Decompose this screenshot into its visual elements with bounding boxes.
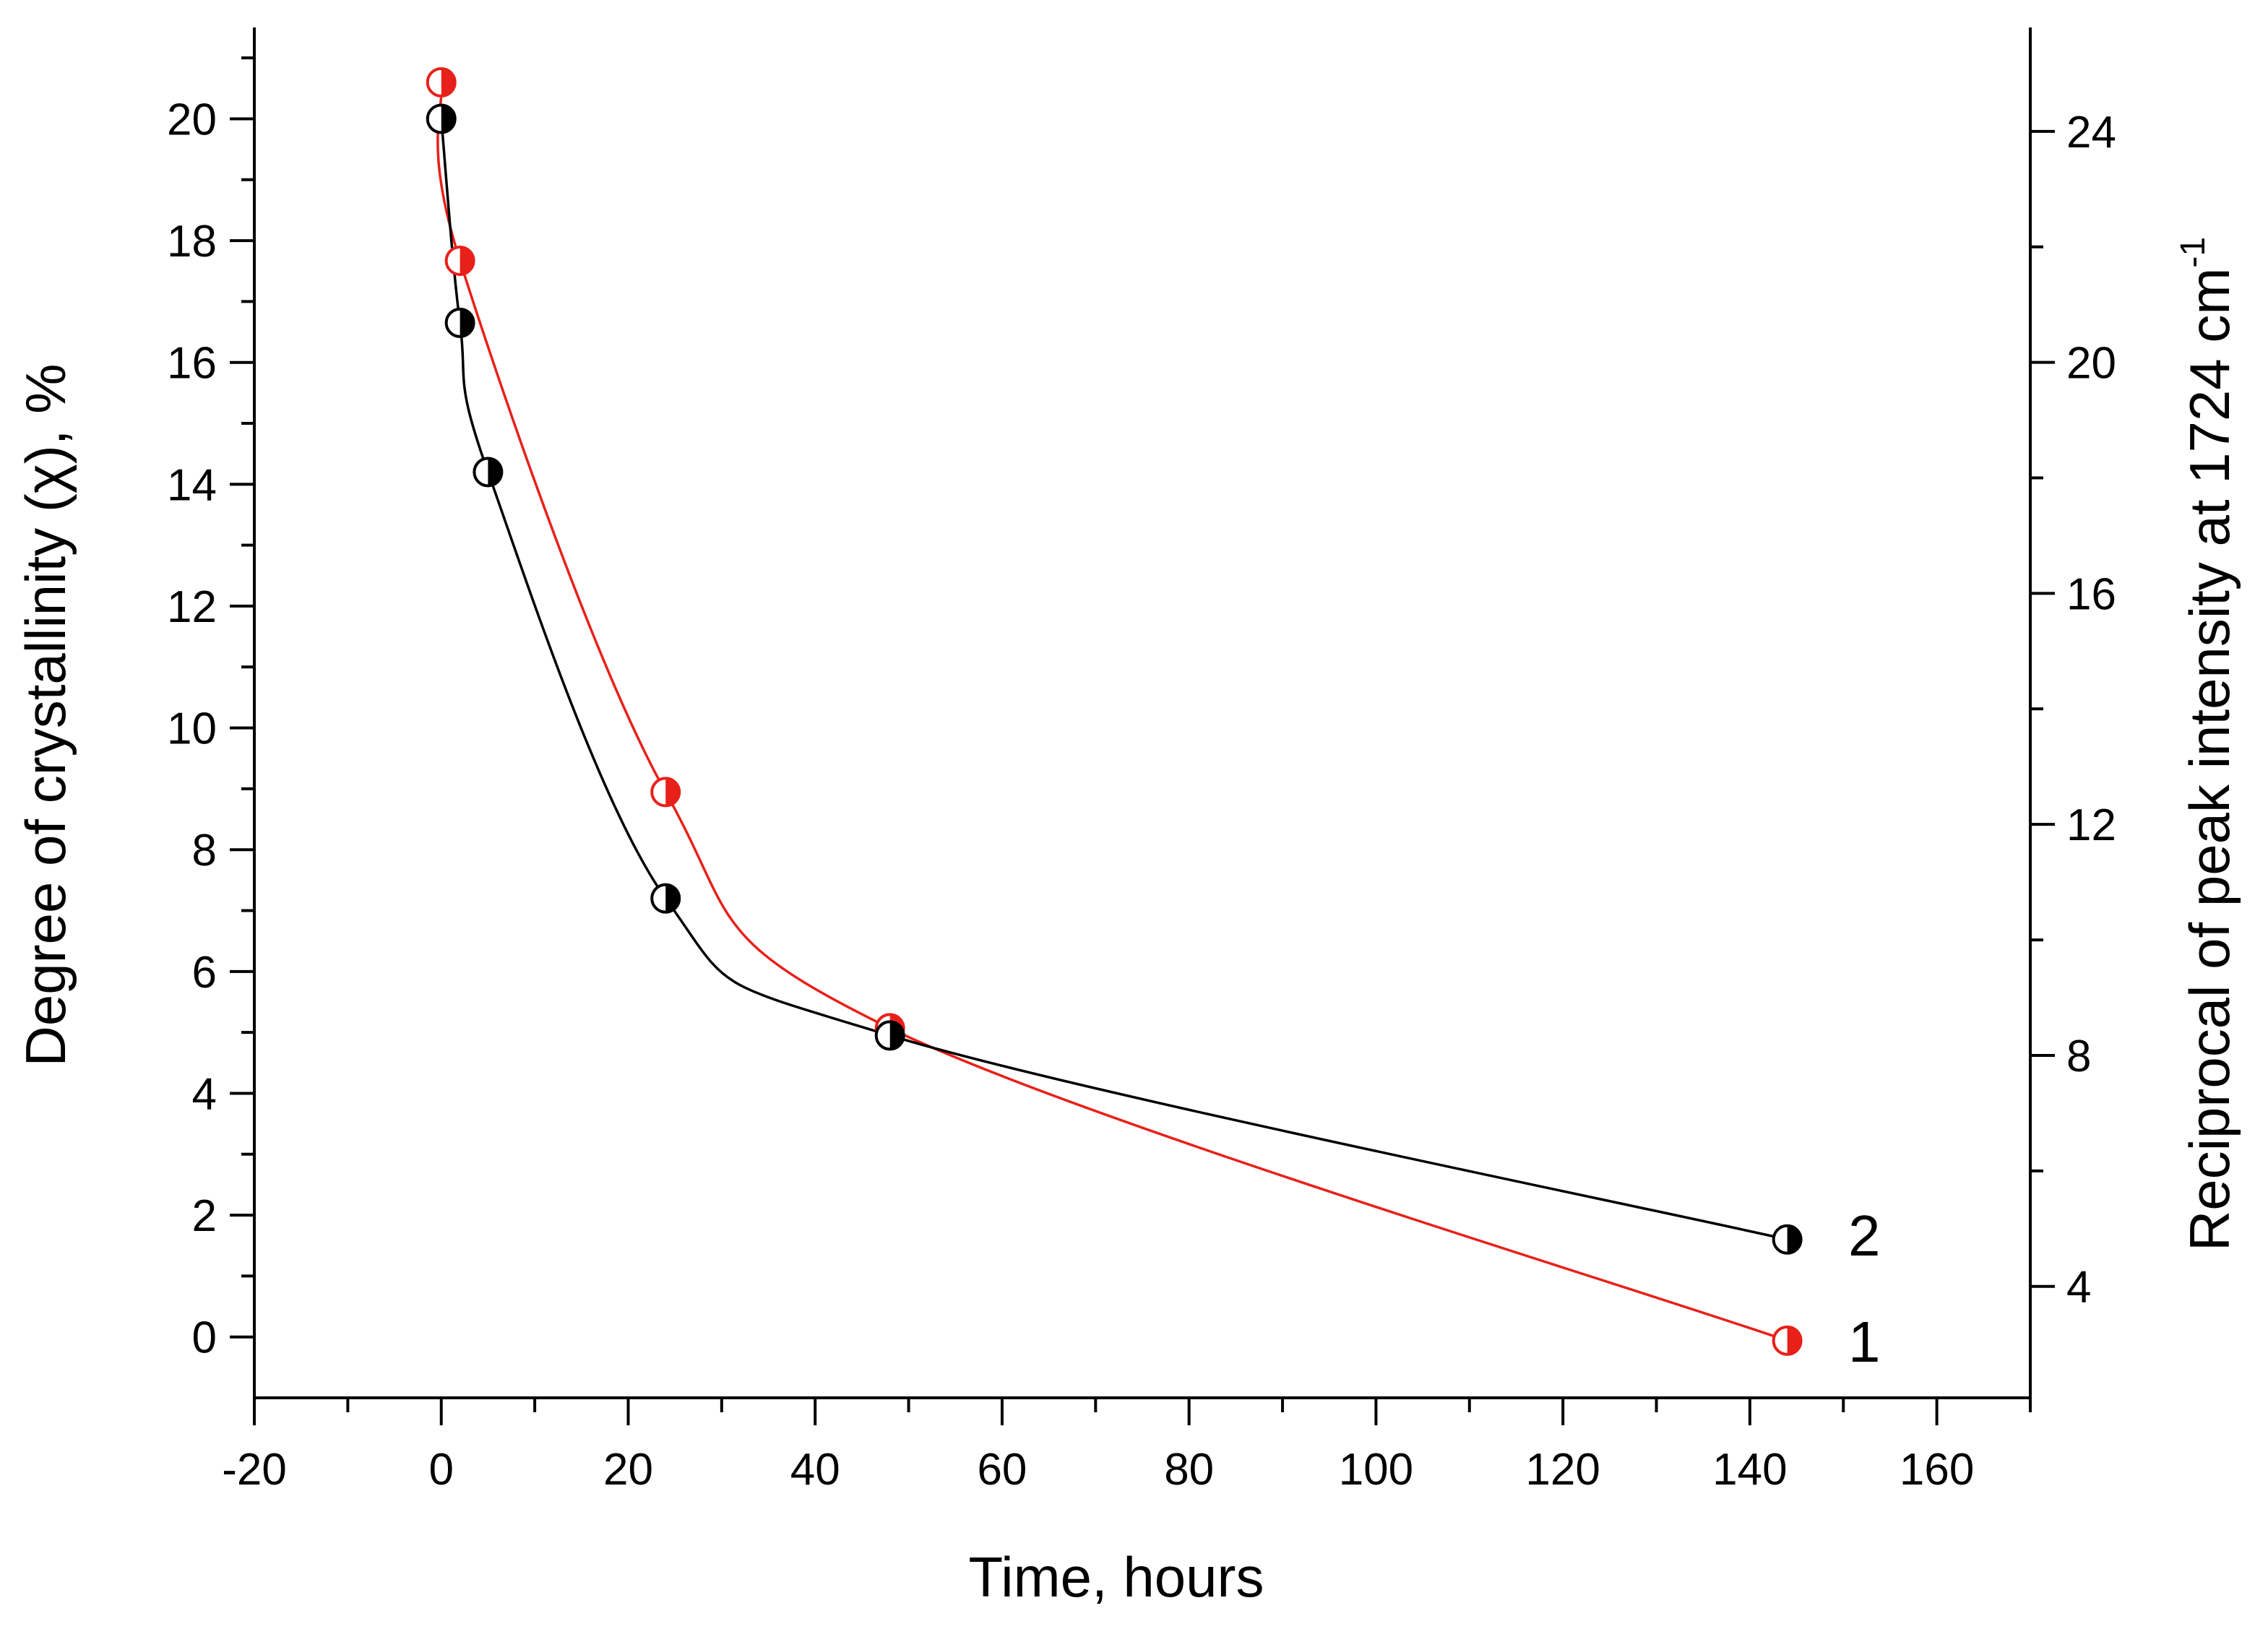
series-1-label: 1 bbox=[1848, 1310, 1881, 1374]
axis-ticks bbox=[230, 56, 2055, 1425]
point-half-fill bbox=[441, 68, 455, 96]
series-2-point bbox=[650, 883, 681, 914]
series-1-point bbox=[1772, 1325, 1803, 1356]
y-tick-label: 6 bbox=[192, 948, 217, 998]
point-half-fill bbox=[460, 246, 474, 275]
series-1-point bbox=[426, 66, 457, 98]
point-half-fill bbox=[889, 1021, 904, 1050]
point-half-fill bbox=[441, 105, 455, 133]
series-2-label: 2 bbox=[1848, 1204, 1881, 1268]
x-tick-label: 60 bbox=[977, 1445, 1027, 1495]
point-half-fill bbox=[665, 884, 680, 912]
tick-labels: -20 0 20 40 60 80 100 120 140 1600246810121416182… bbox=[167, 95, 2116, 1495]
point-half-fill bbox=[488, 458, 502, 486]
fit-curves bbox=[436, 82, 1788, 1342]
y-tick-label: 14 bbox=[167, 460, 217, 510]
y-tick-label: 12 bbox=[167, 582, 217, 632]
series-1-curve bbox=[436, 82, 1788, 1342]
point-half-fill bbox=[1787, 1225, 1801, 1253]
x-tick-label: 120 bbox=[1525, 1445, 1600, 1495]
x-axis-title: Time, hours bbox=[969, 1545, 1264, 1609]
point-half-fill bbox=[460, 308, 474, 337]
series-2-point bbox=[1772, 1224, 1803, 1255]
y2-tick-label: 24 bbox=[2066, 108, 2116, 157]
x-tick-label: 40 bbox=[790, 1445, 840, 1495]
series-2-point bbox=[444, 307, 475, 338]
series-1-point bbox=[444, 245, 475, 276]
x-tick-label: 0 bbox=[428, 1445, 453, 1495]
data-points bbox=[426, 66, 1803, 1356]
y2-tick-label: 12 bbox=[2066, 800, 2116, 850]
series-2-point bbox=[473, 457, 504, 488]
y2-axis-title: Reciprocal of peak intensity at 1724 cm-… bbox=[2174, 237, 2241, 1251]
series-2-point bbox=[426, 103, 457, 134]
x-tick-label: 20 bbox=[603, 1445, 653, 1495]
y-tick-label: 18 bbox=[167, 217, 217, 267]
point-half-fill bbox=[1787, 1326, 1801, 1354]
x-tick-label: 100 bbox=[1339, 1445, 1413, 1495]
y-tick-label: 4 bbox=[192, 1069, 217, 1119]
y-tick-label: 10 bbox=[167, 704, 217, 754]
y2-tick-label: 4 bbox=[2066, 1263, 2091, 1313]
plot-frame bbox=[253, 27, 2032, 1399]
x-tick-label: 140 bbox=[1712, 1445, 1787, 1495]
y2-axis-title-main: Reciprocal of peak intensity at 1724 cm bbox=[2178, 268, 2241, 1251]
y2-tick-label: 8 bbox=[2066, 1032, 2091, 1081]
y2-tick-label: 16 bbox=[2066, 569, 2116, 619]
y-axis-title: Degree of crystallinity (χ), % bbox=[14, 364, 77, 1067]
point-half-fill bbox=[665, 778, 680, 806]
y-tick-label: 8 bbox=[192, 826, 217, 876]
y-tick-label: 16 bbox=[167, 339, 217, 389]
series-1-point bbox=[650, 777, 681, 808]
y-tick-label: 20 bbox=[167, 95, 217, 144]
series-2-curve bbox=[439, 118, 1788, 1241]
x-tick-label: 160 bbox=[1900, 1445, 1974, 1495]
y-tick-label: 2 bbox=[192, 1191, 217, 1241]
y-tick-label: 0 bbox=[192, 1313, 217, 1363]
y2-axis-title-sup: -1 bbox=[2174, 237, 2212, 268]
x-tick-label: -20 bbox=[222, 1445, 287, 1495]
y2-tick-label: 20 bbox=[2066, 339, 2116, 389]
x-tick-label: 80 bbox=[1164, 1445, 1214, 1495]
series-2-point bbox=[874, 1020, 905, 1051]
